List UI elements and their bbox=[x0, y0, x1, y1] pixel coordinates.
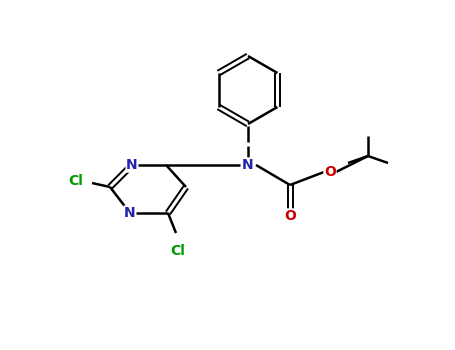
Text: O: O bbox=[324, 165, 336, 179]
Text: N: N bbox=[242, 158, 254, 172]
Text: N: N bbox=[126, 158, 138, 172]
Text: O: O bbox=[284, 209, 296, 223]
Text: Cl: Cl bbox=[171, 244, 186, 258]
Text: N: N bbox=[124, 206, 136, 220]
Text: Cl: Cl bbox=[69, 174, 83, 188]
